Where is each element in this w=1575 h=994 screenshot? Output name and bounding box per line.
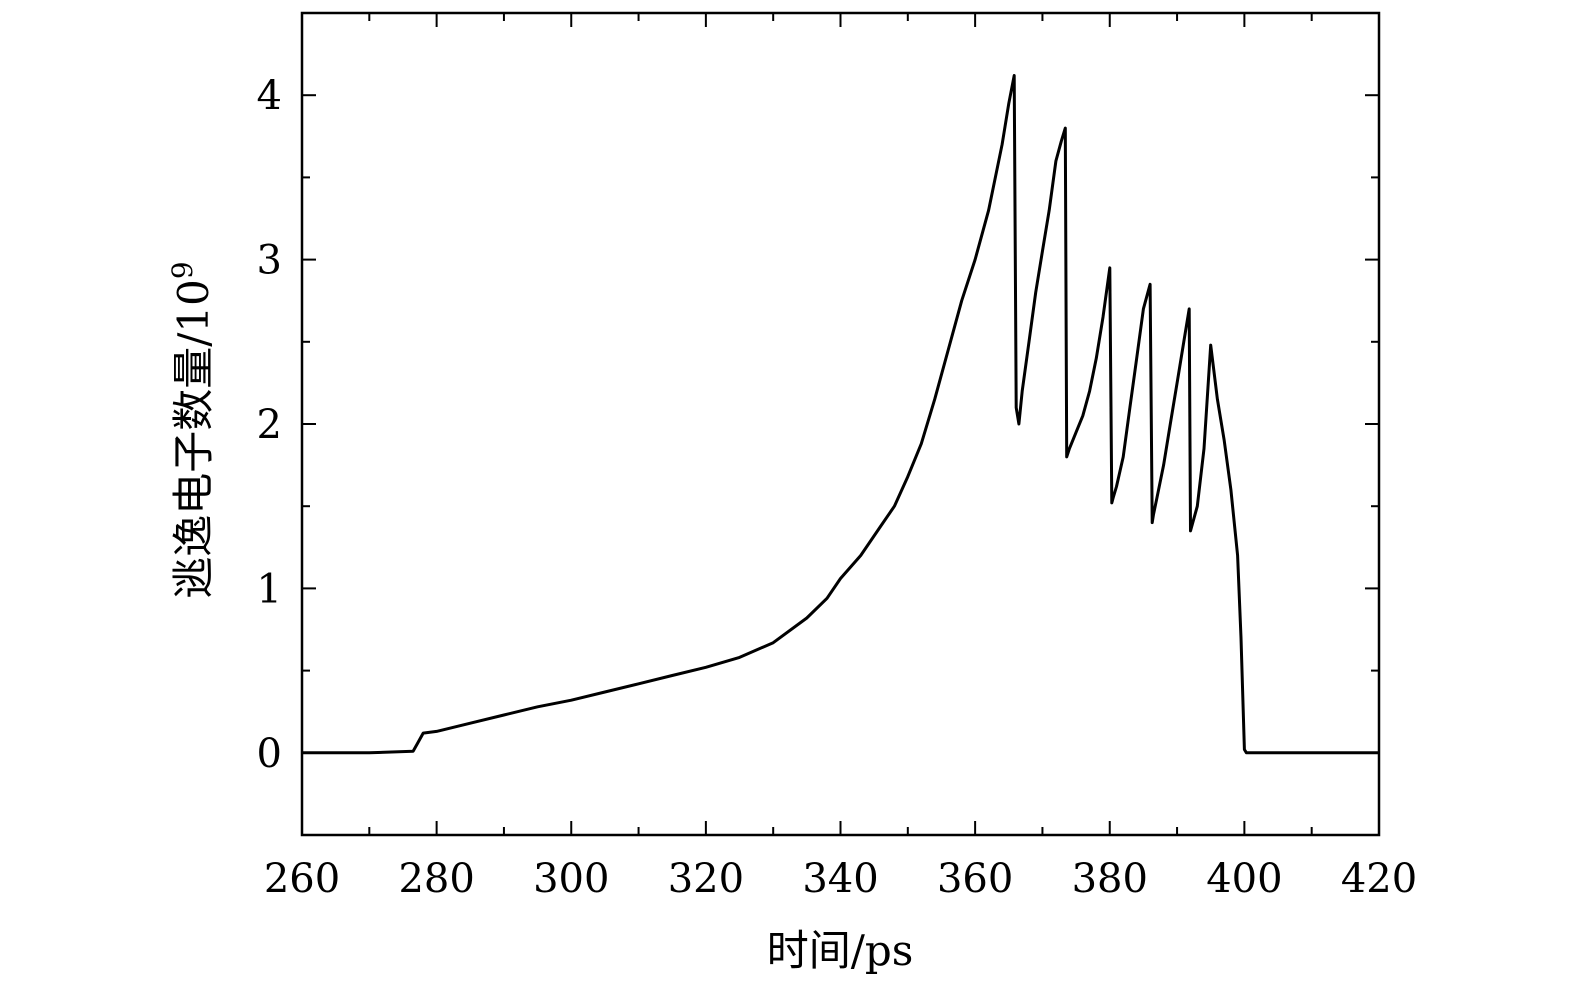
series-layer [302, 74, 1379, 755]
plot-frame [300, 11, 1381, 837]
x-tick-label: 400 [1206, 856, 1282, 902]
y-axis-title: 逃逸电子数量/109 [166, 261, 218, 598]
x-axis-title: 时间/ps [767, 926, 914, 975]
y-axis-title-exponent: 9 [166, 261, 199, 279]
x-tick-label: 340 [802, 856, 878, 902]
x-tick-label: 260 [264, 856, 340, 902]
x-tick-label: 360 [937, 856, 1013, 902]
y-tick-label: 3 [257, 238, 282, 284]
x-tick-label: 420 [1341, 856, 1417, 902]
x-axis-ticks: 260 280 300 320 340 360 380 400 420 [264, 13, 1417, 902]
y-axis-ticks: 0 1 2 3 4 [257, 12, 1379, 836]
y-tick-label: 4 [257, 73, 282, 119]
y-tick-label: 2 [257, 402, 282, 448]
y-tick-label: 1 [257, 566, 282, 612]
x-tick-label: 320 [668, 856, 744, 902]
x-tick-label: 280 [398, 856, 474, 902]
series-line [302, 74, 1379, 755]
x-tick-label: 380 [1072, 856, 1148, 902]
y-tick-label: 0 [257, 731, 282, 777]
x-tick-label: 300 [533, 856, 609, 902]
y-axis-title-main: 逃逸电子数量/10 [169, 279, 218, 599]
